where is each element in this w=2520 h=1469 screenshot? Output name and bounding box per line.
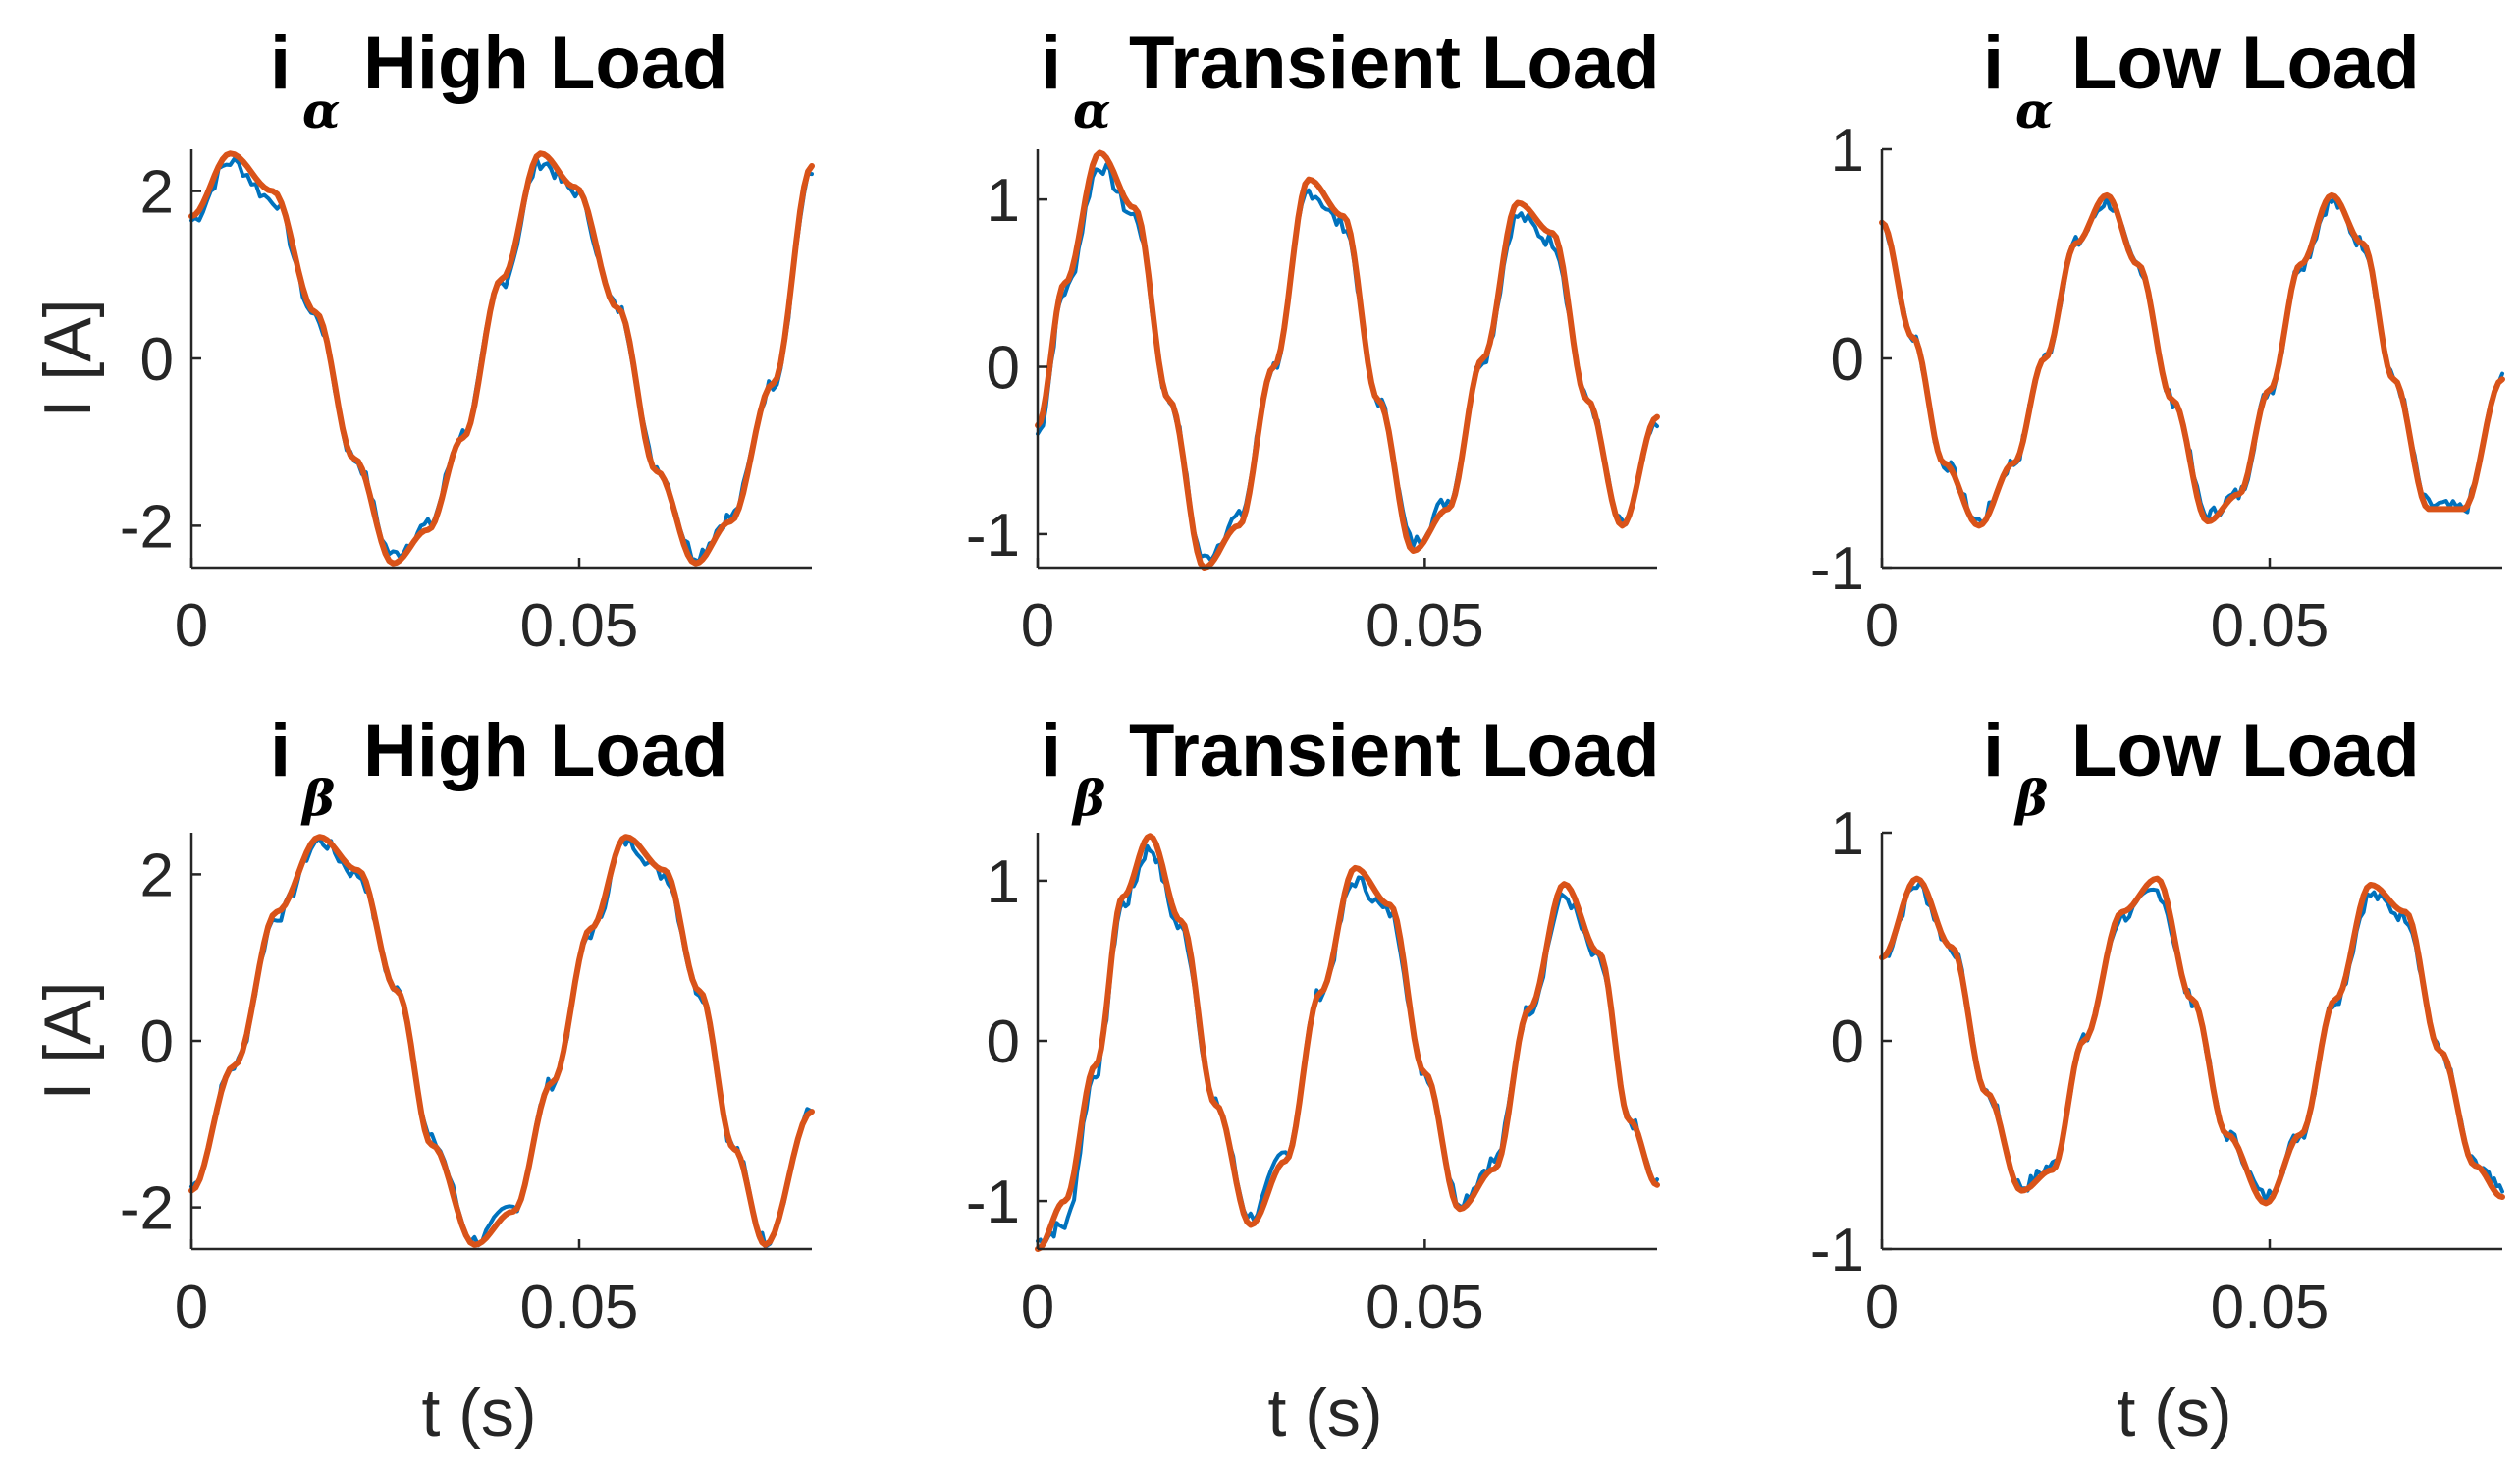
panel-title-subscript: β — [300, 769, 335, 827]
panel-title-subscript: α — [302, 82, 340, 139]
panel-title-text: Transient Load — [1129, 709, 1660, 792]
series-line-fitted — [188, 834, 815, 1248]
y-tick-label: -2 — [120, 1175, 174, 1243]
y-tick-label: 0 — [1831, 326, 1864, 394]
x-tick-label: 0.05 — [2211, 592, 2330, 660]
series-line-fitted — [188, 150, 815, 567]
y-tick-label: 1 — [1831, 117, 1864, 185]
panel-title-text: Low Load — [2071, 709, 2420, 792]
x-axis-label: t (s) — [421, 1376, 536, 1450]
panel-title-text: Transient Load — [1129, 22, 1660, 105]
panel-title-text: High Load — [363, 709, 728, 792]
series-line-fitted — [1035, 149, 1660, 571]
y-tick-label: 1 — [987, 848, 1020, 916]
y-tick-label: -1 — [966, 1169, 1020, 1236]
series-line-fitted — [1879, 191, 2505, 529]
y-tick-label: 0 — [987, 335, 1020, 403]
y-tick-label: -1 — [966, 502, 1020, 570]
panel-title-subscript: β — [1071, 769, 1105, 827]
y-axis-label: I [A] — [30, 982, 105, 1101]
series-line-fitted — [1879, 875, 2505, 1207]
panel-title-prefix: i — [1983, 22, 2004, 105]
x-axis-label: t (s) — [2117, 1376, 2231, 1450]
panel-title-prefix: i — [1041, 22, 1061, 105]
panel-title-prefix: i — [1983, 709, 2004, 792]
x-tick-label: 0 — [175, 1274, 208, 1341]
y-tick-label: 1 — [987, 167, 1020, 235]
y-tick-label: 0 — [987, 1008, 1020, 1076]
panel-title-subscript: β — [2013, 769, 2048, 827]
y-tick-label: 0 — [1831, 1008, 1864, 1076]
x-tick-label: 0.05 — [2211, 1274, 2330, 1341]
panel-title-subscript: α — [2015, 82, 2053, 139]
x-tick-label: 0.05 — [520, 592, 639, 660]
y-tick-label: -1 — [1810, 535, 1864, 603]
x-tick-label: 0 — [1865, 592, 1899, 660]
x-tick-label: 0.05 — [1366, 592, 1484, 660]
panel-title-text: Low Load — [2071, 22, 2420, 105]
series-line-measured — [1036, 162, 1659, 563]
y-tick-label: 0 — [140, 1008, 174, 1076]
x-tick-label: 0 — [175, 592, 208, 660]
panel-title-subscript: α — [1073, 82, 1110, 139]
series-line-fitted — [1035, 833, 1660, 1252]
y-tick-label: 1 — [1831, 800, 1864, 868]
y-tick-label: -2 — [120, 493, 174, 561]
x-tick-label: 0 — [1865, 1274, 1899, 1341]
x-tick-label: 0 — [1021, 1274, 1054, 1341]
x-tick-label: 0.05 — [1366, 1274, 1484, 1341]
panel-title-prefix: i — [270, 709, 291, 792]
y-tick-label: 2 — [140, 842, 174, 909]
x-axis-label: t (s) — [1267, 1376, 1382, 1450]
panel-title-prefix: i — [1041, 709, 1061, 792]
x-tick-label: 0.05 — [520, 1274, 639, 1341]
y-tick-label: 2 — [140, 159, 174, 227]
x-tick-label: 0 — [1021, 592, 1054, 660]
y-axis-label: I [A] — [30, 299, 105, 418]
y-tick-label: -1 — [1810, 1217, 1864, 1284]
panel-title-text: High Load — [363, 22, 728, 105]
y-tick-label: 0 — [140, 326, 174, 394]
panel-title-prefix: i — [270, 22, 291, 105]
